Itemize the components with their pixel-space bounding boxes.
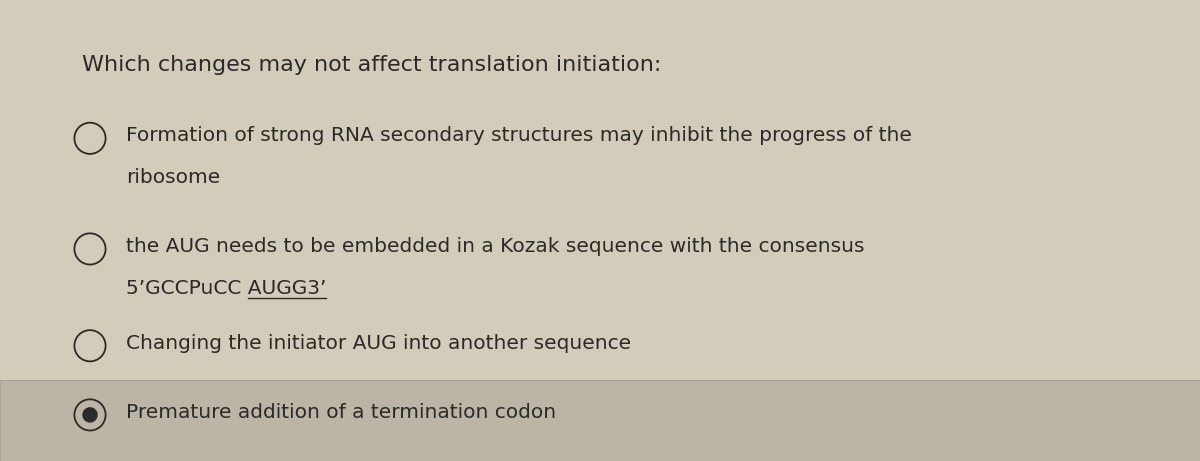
Text: Changing the initiator AUG into another sequence: Changing the initiator AUG into another …: [126, 334, 631, 353]
Text: Formation of strong RNA secondary structures may inhibit the progress of the: Formation of strong RNA secondary struct…: [126, 126, 912, 146]
Text: ribosome: ribosome: [126, 168, 221, 187]
FancyBboxPatch shape: [0, 380, 1200, 461]
Ellipse shape: [83, 408, 97, 422]
Text: 5’GCCPuCC AUGG3’: 5’GCCPuCC AUGG3’: [126, 278, 326, 298]
Text: Premature addition of a termination codon: Premature addition of a termination codo…: [126, 403, 556, 422]
Text: Which changes may not affect translation initiation:: Which changes may not affect translation…: [82, 55, 661, 75]
Text: the AUG needs to be embedded in a Kozak sequence with the consensus: the AUG needs to be embedded in a Kozak …: [126, 237, 864, 256]
